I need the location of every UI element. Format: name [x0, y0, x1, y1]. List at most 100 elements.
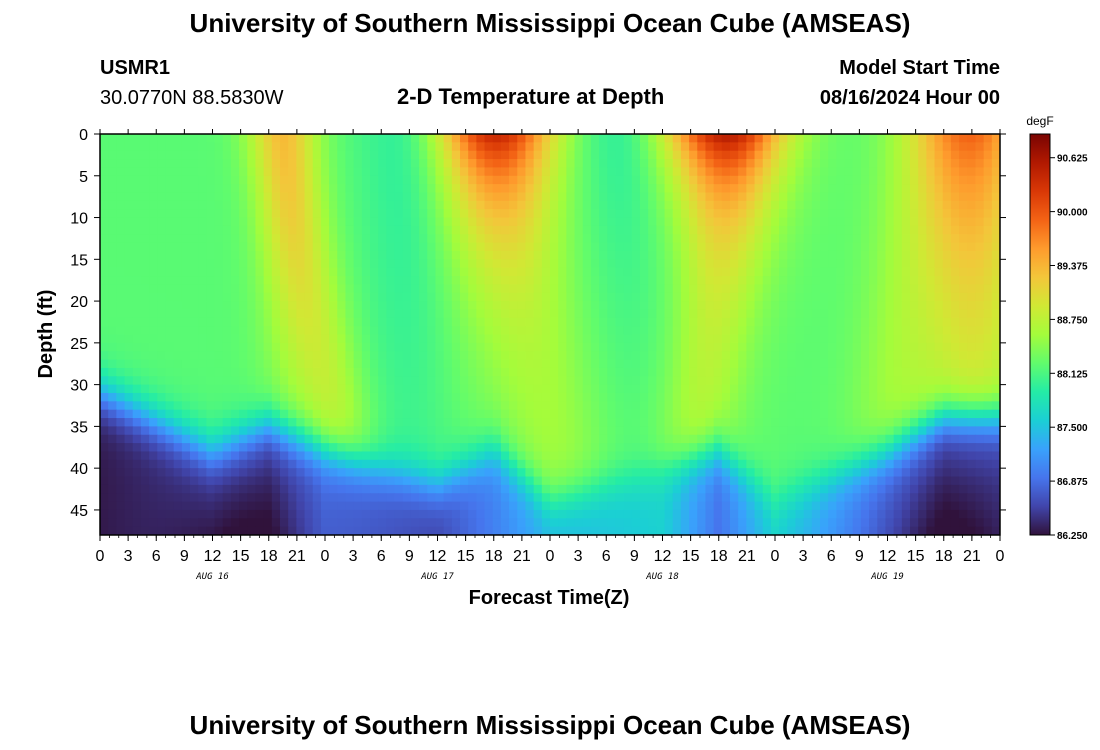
heatmap-cell — [615, 501, 625, 511]
heatmap-cell — [762, 301, 772, 311]
heatmap-cell — [443, 451, 453, 461]
heatmap-cell — [386, 468, 396, 478]
heatmap-cell — [893, 317, 903, 327]
heatmap-cell — [811, 384, 821, 394]
heatmap-cell — [157, 267, 167, 277]
heatmap-cell — [942, 334, 952, 344]
heatmap-cell — [165, 175, 175, 185]
heatmap-cell — [345, 443, 355, 453]
heatmap-cell — [525, 234, 535, 244]
heatmap-cell — [926, 301, 936, 311]
heatmap-cell — [983, 284, 993, 294]
heatmap-cell — [910, 367, 919, 377]
heatmap-cell — [370, 184, 379, 194]
heatmap-cell — [484, 451, 494, 461]
heatmap-cell — [181, 468, 191, 478]
heatmap-cell — [934, 209, 944, 219]
heatmap-cell — [394, 301, 404, 311]
heatmap-cell — [599, 434, 608, 444]
heatmap-cell — [746, 292, 756, 302]
heatmap-cell — [697, 409, 707, 419]
heatmap-cell — [230, 276, 240, 285]
heatmap-cell — [157, 159, 167, 169]
heatmap-cell — [918, 134, 927, 143]
heatmap-cell — [779, 276, 788, 285]
heatmap-cell — [443, 392, 453, 402]
heatmap-cell — [402, 259, 412, 269]
heatmap-cell — [517, 443, 527, 453]
heatmap-cell — [402, 192, 412, 202]
heatmap-cell — [672, 317, 682, 327]
heatmap-cell — [640, 250, 649, 260]
heatmap-cell — [165, 501, 175, 511]
heatmap-cell — [239, 209, 248, 219]
heatmap-cell — [239, 142, 248, 152]
heatmap-cell — [746, 267, 756, 277]
heatmap-cell — [255, 392, 265, 402]
heatmap-cell — [689, 376, 698, 386]
heatmap-cell — [795, 167, 805, 177]
heatmap-cell — [680, 167, 690, 177]
heatmap-cell — [410, 501, 420, 511]
heatmap-cell — [811, 401, 821, 411]
heatmap-cell — [247, 376, 257, 386]
heatmap-cell — [181, 309, 191, 319]
heatmap-cell — [484, 142, 494, 152]
heatmap-cell — [239, 459, 248, 469]
heatmap-cell — [402, 392, 412, 402]
heatmap-cell — [975, 184, 985, 194]
heatmap-cell — [558, 476, 567, 486]
heatmap-cell — [811, 359, 821, 369]
heatmap-cell — [280, 459, 289, 469]
heatmap-cell — [427, 476, 437, 486]
heatmap-cell — [304, 200, 314, 210]
heatmap-cell — [271, 250, 281, 260]
heatmap-cell — [795, 134, 805, 143]
heatmap-cell — [574, 276, 584, 285]
heatmap-cell — [656, 434, 666, 444]
heatmap-cell — [394, 342, 404, 352]
heatmap-cell — [476, 418, 486, 427]
heatmap-cell — [116, 426, 126, 436]
heatmap-cell — [181, 509, 191, 519]
heatmap-cell — [394, 142, 404, 152]
heatmap-cell — [443, 434, 453, 444]
heatmap-cell — [288, 200, 297, 210]
heatmap-cell — [353, 167, 363, 177]
heatmap-cell — [386, 484, 396, 494]
heatmap-cell — [697, 342, 707, 352]
heatmap-cell — [967, 284, 977, 294]
heatmap-cell — [271, 493, 281, 503]
heatmap-cell — [271, 317, 281, 327]
heatmap-cell — [386, 309, 396, 319]
heatmap-cell — [476, 234, 486, 244]
heatmap-cell — [730, 175, 739, 185]
heatmap-cell — [713, 259, 723, 269]
heatmap-cell — [181, 434, 191, 444]
heatmap-cell — [541, 351, 551, 361]
heatmap-cell — [558, 376, 567, 386]
heatmap-cell — [869, 184, 878, 194]
heatmap-cell — [361, 259, 371, 269]
heatmap-cell — [689, 342, 698, 352]
heatmap-cell — [222, 509, 232, 519]
heatmap-cell — [320, 451, 330, 461]
heatmap-cell — [468, 225, 477, 235]
heatmap-cell — [705, 418, 715, 427]
heatmap-cell — [402, 267, 412, 277]
heatmap-cell — [509, 434, 518, 444]
heatmap-cell — [975, 326, 985, 336]
heatmap-cell — [566, 484, 576, 494]
heatmap-cell — [124, 376, 134, 386]
heatmap-cell — [500, 276, 510, 285]
heatmap-cell — [402, 284, 412, 294]
heatmap-cell — [828, 209, 837, 219]
heatmap-cell — [239, 493, 248, 503]
heatmap-cell — [582, 376, 592, 386]
heatmap-cell — [836, 359, 846, 369]
heatmap-cell — [100, 426, 109, 436]
heatmap-cell — [885, 426, 895, 436]
heatmap-cell — [320, 367, 330, 377]
heatmap-cell — [132, 192, 142, 202]
heatmap-cell — [574, 384, 584, 394]
